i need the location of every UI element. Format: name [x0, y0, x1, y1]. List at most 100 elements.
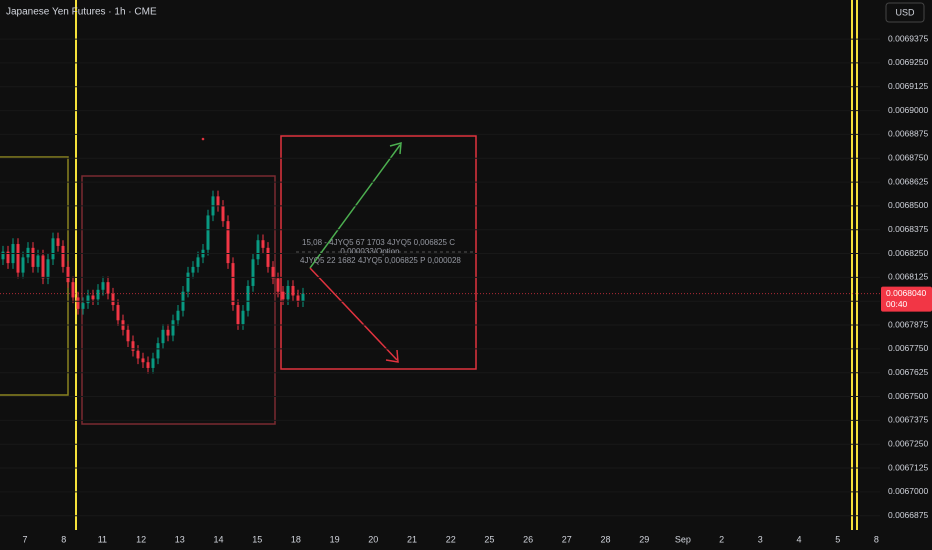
- x-tick-label: 19: [330, 534, 340, 544]
- candle-body: [276, 278, 280, 292]
- x-tick-label: 8: [61, 534, 66, 544]
- y-tick-label: 0.0069000: [888, 105, 928, 115]
- candle-body: [116, 305, 120, 321]
- candle-body: [261, 240, 265, 248]
- candle-body: [56, 238, 60, 246]
- x-tick-label: 15: [252, 534, 262, 544]
- up-arrow-head: [389, 141, 402, 155]
- y-tick-label: 0.0067125: [888, 462, 928, 472]
- candle-body: [291, 285, 295, 296]
- y-tick-label: 0.0068250: [888, 248, 928, 258]
- candle-body: [221, 205, 225, 222]
- y-tick-label: 0.0067375: [888, 415, 928, 425]
- y-tick-label: 0.0068125: [888, 272, 928, 282]
- down-arrow: [309, 267, 398, 361]
- candle-body: [241, 310, 245, 325]
- x-tick-label: 8: [874, 534, 879, 544]
- x-tick-label: 28: [600, 534, 610, 544]
- candle-body: [146, 362, 150, 368]
- candle-body: [81, 303, 85, 309]
- y-tick-label: 0.0067250: [888, 438, 928, 448]
- candle-body: [51, 238, 55, 260]
- candle-body: [186, 272, 190, 292]
- x-tick-label: 7: [22, 534, 27, 544]
- candle-body: [21, 257, 25, 273]
- candle-body: [66, 266, 70, 283]
- candle-body: [26, 247, 30, 258]
- x-tick-label: Sep: [675, 534, 691, 544]
- y-tick-label: 0.0068375: [888, 224, 928, 234]
- candle-body: [256, 240, 260, 260]
- candle-body: [36, 255, 40, 267]
- candle-body: [171, 320, 175, 336]
- candle-body: [296, 295, 300, 302]
- y-tick-label: 0.0068750: [888, 152, 928, 162]
- annotation: 0,000033/Option: [340, 247, 399, 256]
- candle-body: [266, 247, 270, 267]
- candle-body: [71, 282, 75, 298]
- x-tick-label: 27: [562, 534, 572, 544]
- candle-body: [46, 259, 50, 279]
- candle-body: [136, 350, 140, 359]
- candle-body: [156, 343, 160, 359]
- candle-body: [151, 358, 155, 368]
- candle-body: [131, 341, 135, 351]
- x-tick-label: 12: [136, 534, 146, 544]
- candle-body: [251, 259, 255, 286]
- x-tick-label: 14: [213, 534, 223, 544]
- candle-body: [196, 257, 200, 267]
- y-tick-label: 0.0068500: [888, 200, 928, 210]
- y-tick-label: 0.0068625: [888, 176, 928, 186]
- candle-body: [61, 245, 65, 267]
- currency-button[interactable]: [885, 2, 925, 23]
- candle-body: [86, 295, 90, 304]
- candle-body: [111, 293, 115, 306]
- x-tick-label: 26: [523, 534, 533, 544]
- candle-body: [6, 251, 10, 264]
- countdown-label: 00:40: [886, 299, 908, 309]
- dot: [201, 137, 205, 141]
- currency-label[interactable]: USD: [895, 7, 915, 17]
- annotation: 15,08 - 4JYQ5 67 1703 4JYQ5 0,006825 C: [302, 238, 455, 247]
- y-tick-label: 0.0069250: [888, 57, 928, 67]
- candle-body: [286, 285, 290, 300]
- y-tick-label: 0.0069125: [888, 81, 928, 91]
- y-tick-label: 0.0067000: [888, 486, 928, 496]
- candle-body: [191, 266, 195, 273]
- x-tick-label: 3: [758, 534, 763, 544]
- candle-body: [126, 329, 130, 342]
- red-box: [81, 175, 276, 425]
- candle-body: [271, 266, 275, 279]
- x-tick-label: 20: [368, 534, 378, 544]
- y-tick-label: 0.0066875: [888, 510, 928, 520]
- last-price-tag: [881, 286, 932, 312]
- candle-body: [281, 291, 285, 300]
- annotation: 4JYQ5 22 1682 4JYQ5 0,006825 P 0,000028: [300, 256, 461, 265]
- candle-body: [16, 244, 20, 273]
- x-tick-label: 5: [835, 534, 840, 544]
- y-tick-label: 0.0067750: [888, 343, 928, 353]
- last-price-label: 0.0068040: [886, 288, 926, 298]
- y-tick-label: 0.0067875: [888, 319, 928, 329]
- candle-body: [1, 251, 5, 260]
- candle-body: [176, 310, 180, 321]
- y-tick-label: 0.0069375: [888, 33, 928, 43]
- candle-body: [101, 282, 105, 290]
- x-tick-label: 25: [484, 534, 494, 544]
- candle-body: [226, 221, 230, 264]
- candle-body: [246, 285, 250, 311]
- candle-body: [41, 255, 45, 279]
- candle-body: [76, 297, 80, 309]
- x-tick-label: 4: [796, 534, 801, 544]
- candle-body: [301, 293, 305, 302]
- y-tick-label: 0.0067625: [888, 367, 928, 377]
- candle-body: [166, 329, 170, 336]
- candle-body: [161, 329, 165, 344]
- candle-body: [31, 247, 35, 267]
- candle-body: [206, 215, 210, 250]
- candle-body: [91, 295, 95, 300]
- candle-body: [96, 289, 100, 300]
